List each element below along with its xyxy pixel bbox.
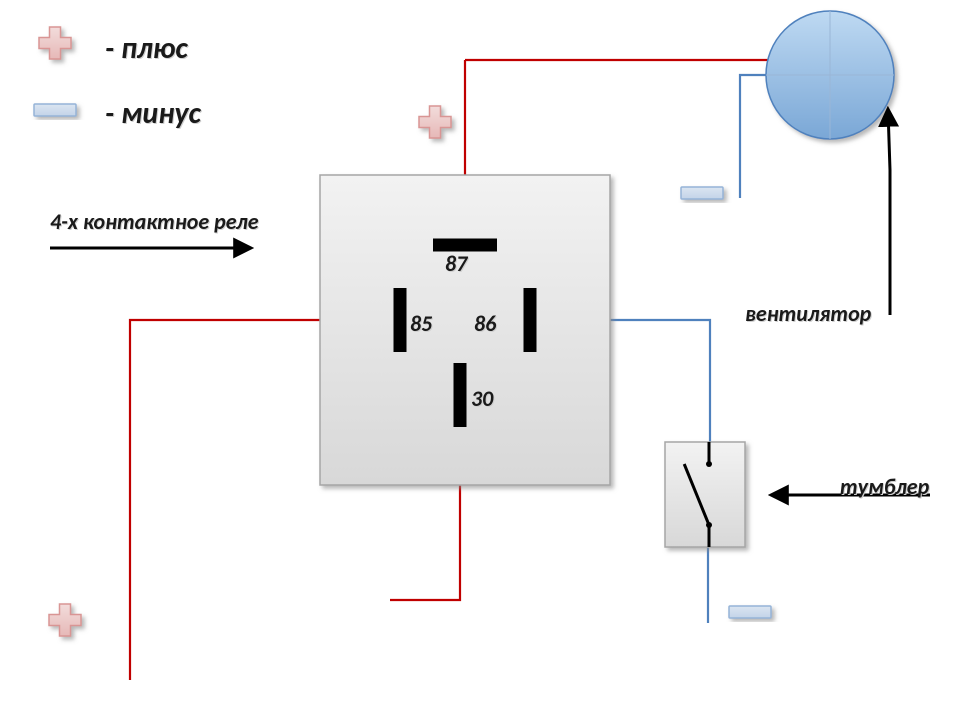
pin-label-87: 87	[445, 250, 467, 277]
legend-minus-icon	[34, 104, 76, 116]
relay-pin-86	[524, 288, 537, 352]
plus-icon-87	[419, 106, 451, 138]
switch-box	[665, 442, 745, 547]
plus-icon-30	[49, 604, 81, 636]
arrow-fan	[888, 110, 890, 315]
minus-icon-switch	[729, 606, 771, 618]
wire-fan-minus	[740, 75, 770, 198]
pin-label-30: 30	[471, 385, 493, 412]
legend-minus-label: - минус	[105, 95, 201, 132]
switch-label: тумблер	[840, 473, 929, 500]
pin-label-85: 85	[410, 310, 432, 337]
relay-box	[320, 175, 610, 485]
relay-label: 4-х контактное реле	[50, 208, 259, 235]
legend-plus-icon	[39, 27, 71, 59]
minus-icon-fan	[681, 187, 723, 199]
pin-label-86: 86	[474, 310, 496, 337]
legend-plus-label: - плюс	[105, 30, 188, 67]
relay-pin-30	[454, 363, 467, 427]
relay-pin-85	[394, 288, 407, 352]
fan-label: вентилятор	[745, 300, 871, 327]
